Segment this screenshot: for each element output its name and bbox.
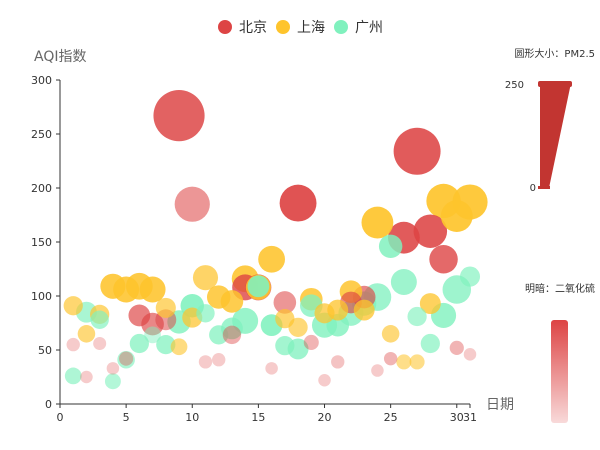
bubble-point[interactable] bbox=[420, 333, 440, 354]
bubbles bbox=[63, 90, 488, 390]
bubble-point[interactable] bbox=[407, 306, 427, 327]
size-legend-bar[interactable] bbox=[540, 83, 571, 188]
bubble-point[interactable] bbox=[390, 268, 417, 295]
legend: 北京 上海 广州 bbox=[218, 20, 383, 36]
y-tick-label: 100 bbox=[31, 290, 52, 303]
bubble-point[interactable] bbox=[459, 266, 481, 287]
bubble-point[interactable] bbox=[100, 273, 126, 299]
opacity-visualmap: 明暗：二氧化硫 bbox=[525, 282, 595, 423]
bubble-point[interactable] bbox=[222, 325, 242, 345]
y-tick-label: 0 bbox=[45, 398, 52, 411]
bubble-point[interactable] bbox=[80, 370, 93, 384]
bubble-point[interactable] bbox=[63, 296, 83, 316]
bubble-point[interactable] bbox=[144, 326, 161, 344]
bubble-point[interactable] bbox=[128, 304, 151, 327]
x-tick-label: 10 bbox=[185, 411, 199, 424]
bubble-point[interactable] bbox=[209, 325, 229, 345]
bubble-point[interactable] bbox=[104, 373, 121, 390]
bubble-point[interactable] bbox=[393, 127, 441, 175]
bubble-point[interactable] bbox=[174, 186, 210, 222]
x-tick-label: 30 bbox=[450, 411, 464, 424]
bubble-point[interactable] bbox=[90, 310, 109, 329]
bubble-point[interactable] bbox=[139, 276, 166, 303]
legend-item-beijing[interactable]: 北京 bbox=[218, 20, 267, 36]
x-tick-label: 25 bbox=[384, 411, 398, 424]
y-tick-label: 50 bbox=[38, 344, 52, 357]
size-legend-handle-bottom[interactable] bbox=[538, 186, 550, 189]
bubble-point[interactable] bbox=[371, 364, 384, 377]
bubble-point[interactable] bbox=[93, 337, 107, 351]
x-tick-label: 15 bbox=[251, 411, 265, 424]
bubble-point[interactable] bbox=[170, 338, 188, 356]
bubble-point[interactable] bbox=[378, 234, 403, 259]
bubble-point[interactable] bbox=[265, 362, 278, 375]
y-axis-title: AQI指数 bbox=[34, 49, 86, 65]
size-legend-handle-top[interactable] bbox=[538, 81, 572, 87]
bubble-point[interactable] bbox=[64, 367, 82, 385]
bubble-point[interactable] bbox=[440, 200, 473, 232]
bubble-point[interactable] bbox=[331, 355, 345, 369]
bubble-point[interactable] bbox=[77, 325, 96, 343]
legend-label: 上海 bbox=[297, 20, 325, 36]
bubble-point[interactable] bbox=[279, 184, 317, 222]
bubble-point[interactable] bbox=[449, 340, 464, 355]
bubble-point[interactable] bbox=[156, 334, 176, 355]
legend-label: 北京 bbox=[239, 20, 267, 36]
bubble-point[interactable] bbox=[129, 333, 149, 354]
bubble-point[interactable] bbox=[396, 354, 412, 370]
x-tick-label: 0 bbox=[57, 411, 64, 424]
bubble-point[interactable] bbox=[383, 351, 398, 366]
bubble-point[interactable] bbox=[196, 304, 215, 323]
bubble-point[interactable] bbox=[66, 337, 80, 352]
legend-swatch bbox=[334, 20, 348, 34]
bubble-point[interactable] bbox=[192, 265, 219, 291]
bubble-point[interactable] bbox=[318, 373, 331, 387]
bubble-point[interactable] bbox=[381, 325, 400, 343]
bubble-point[interactable] bbox=[303, 334, 319, 350]
bubble-point[interactable] bbox=[247, 275, 270, 298]
bubble-point[interactable] bbox=[106, 362, 120, 375]
legend-item-shanghai[interactable]: 上海 bbox=[276, 20, 325, 36]
y-tick-label: 150 bbox=[31, 236, 52, 249]
bubble-point[interactable] bbox=[409, 354, 425, 370]
size-visualmap: 圆形大小：PM2.5 250 0 bbox=[505, 47, 595, 194]
opacity-legend-label: 明暗：二氧化硫 bbox=[525, 282, 595, 295]
x-tick-label: 20 bbox=[318, 411, 332, 424]
bubble-point[interactable] bbox=[463, 348, 477, 361]
bubble-point[interactable] bbox=[419, 293, 441, 315]
x-tick-label: 5 bbox=[123, 411, 130, 424]
legend-label: 广州 bbox=[355, 20, 383, 36]
size-legend-max: 250 bbox=[505, 80, 524, 91]
x-axis-title: 日期 bbox=[486, 397, 514, 413]
bubble-point[interactable] bbox=[353, 299, 375, 321]
bubble-point[interactable] bbox=[117, 350, 135, 369]
bubble-point[interactable] bbox=[361, 206, 394, 239]
bubble-point[interactable] bbox=[275, 336, 295, 356]
y-tick-label: 250 bbox=[31, 128, 52, 141]
size-legend-label: 圆形大小：PM2.5 bbox=[514, 47, 595, 60]
bubble-point[interactable] bbox=[155, 297, 176, 318]
x-tick-label: 31 bbox=[463, 411, 477, 424]
bubble-point[interactable] bbox=[258, 245, 286, 273]
bubble-point[interactable] bbox=[288, 317, 308, 337]
y-tick-label: 200 bbox=[31, 182, 52, 195]
bubble-point[interactable] bbox=[198, 355, 213, 369]
opacity-legend-bar[interactable] bbox=[551, 320, 568, 423]
legend-item-guangzhou[interactable]: 广州 bbox=[334, 20, 383, 36]
bubble-point[interactable] bbox=[429, 245, 458, 274]
bubble-point[interactable] bbox=[314, 303, 335, 324]
bubble-point[interactable] bbox=[153, 90, 205, 142]
bubble-point[interactable] bbox=[220, 290, 244, 313]
size-legend-min: 0 bbox=[530, 183, 536, 194]
y-tick-label: 300 bbox=[31, 74, 52, 87]
legend-swatch bbox=[218, 20, 232, 34]
bubble-point[interactable] bbox=[119, 351, 134, 366]
bubble-point[interactable] bbox=[212, 353, 226, 367]
axes: 0 50 100 150 200 250 300 0 5 10 15 20 25 30 31 bbox=[31, 74, 477, 424]
bubble-point[interactable] bbox=[413, 214, 448, 248]
bubble-point[interactable] bbox=[273, 291, 297, 314]
legend-swatch bbox=[276, 20, 290, 34]
